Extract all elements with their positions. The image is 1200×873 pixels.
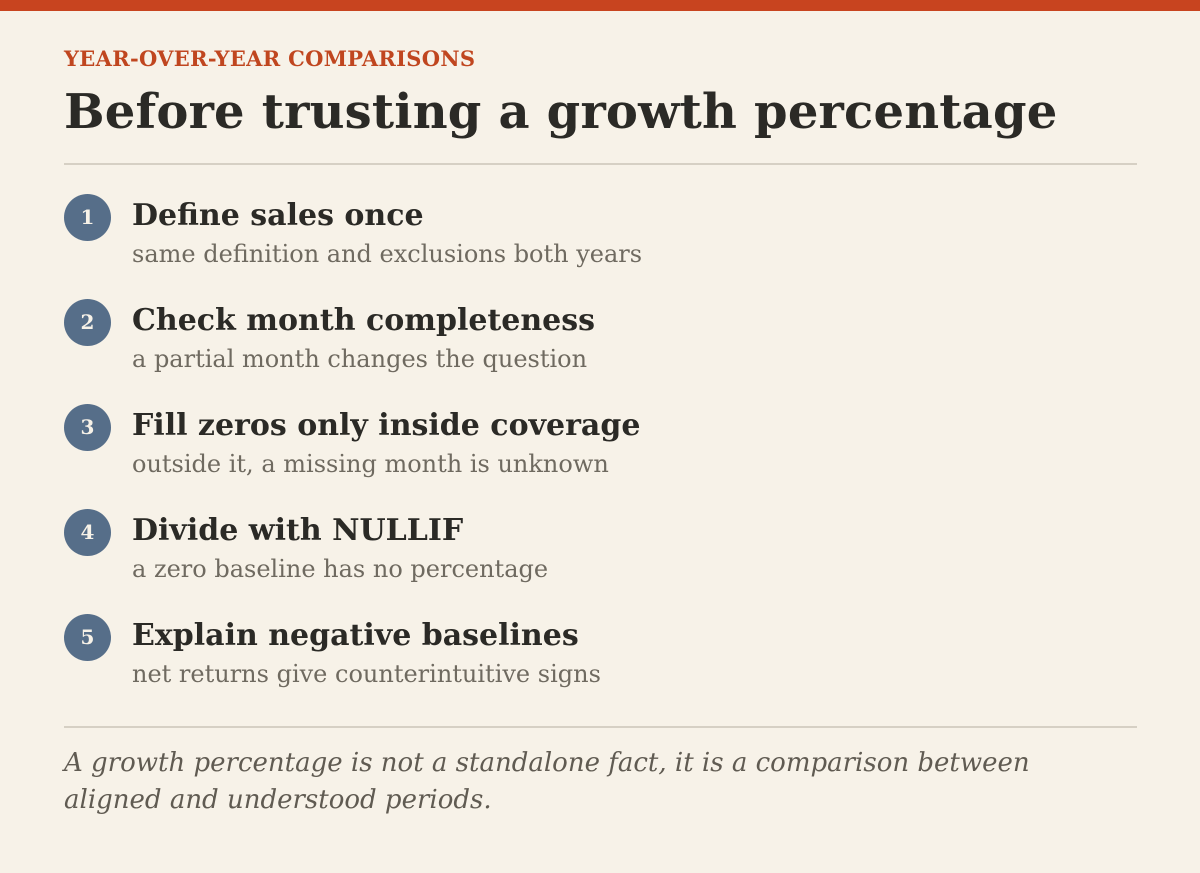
checklist-item-title: Divide with NULLIF bbox=[132, 513, 464, 548]
checklist: 1 Define sales once same definition and … bbox=[64, 194, 1137, 719]
step-number-badge: 3 bbox=[64, 404, 111, 451]
checklist-item-subtitle: outside it, a missing month is unknown bbox=[132, 450, 609, 478]
divider-bottom bbox=[64, 726, 1137, 728]
step-number-badge: 5 bbox=[64, 614, 111, 661]
step-number-badge: 2 bbox=[64, 299, 111, 346]
checklist-item-title: Check month completeness bbox=[132, 303, 596, 338]
checklist-item-4: 4 Divide with NULLIF a zero baseline has… bbox=[64, 509, 1137, 614]
checklist-item-subtitle: same definition and exclusions both year… bbox=[132, 240, 643, 268]
step-number-badge: 1 bbox=[64, 194, 111, 241]
page-title: Before trusting a growth percentage bbox=[64, 84, 1058, 140]
closing-note: A growth percentage is not a standalone … bbox=[64, 748, 1030, 815]
checklist-item-subtitle: a zero baseline has no percentage bbox=[132, 555, 549, 583]
checklist-item-3: 3 Fill zeros only inside coverage outsid… bbox=[64, 404, 1137, 509]
section-eyebrow: YEAR-OVER-YEAR COMPARISONS bbox=[64, 46, 476, 71]
step-number-badge: 4 bbox=[64, 509, 111, 556]
checklist-item-subtitle: net returns give counterintuitive signs bbox=[132, 660, 601, 688]
checklist-item-title: Fill zeros only inside coverage bbox=[132, 408, 641, 443]
accent-top-bar bbox=[0, 0, 1200, 11]
checklist-item-title: Define sales once bbox=[132, 198, 424, 233]
checklist-item-title: Explain negative baselines bbox=[132, 618, 579, 653]
divider-top bbox=[64, 163, 1137, 165]
checklist-item-subtitle: a partial month changes the question bbox=[132, 345, 588, 373]
checklist-item-2: 2 Check month completeness a partial mon… bbox=[64, 299, 1137, 404]
checklist-item-5: 5 Explain negative baselines net returns… bbox=[64, 614, 1137, 719]
checklist-item-1: 1 Define sales once same definition and … bbox=[64, 194, 1137, 299]
